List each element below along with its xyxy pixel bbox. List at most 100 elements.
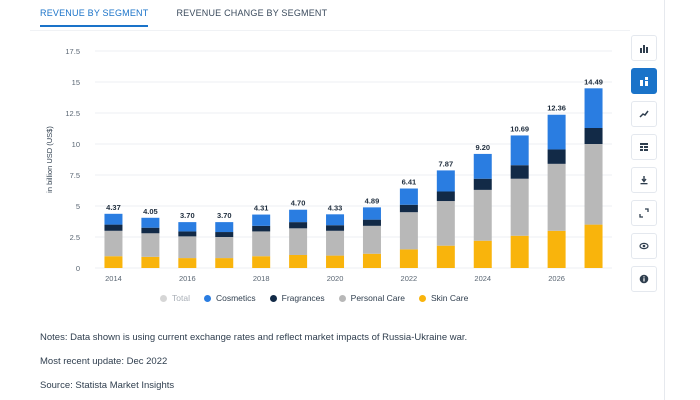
bar-segment (178, 231, 197, 237)
bar-segment (289, 228, 308, 255)
bar-segment (510, 165, 529, 179)
bar-segment (141, 227, 160, 234)
eye-button[interactable] (631, 233, 657, 259)
bar-segment (510, 135, 529, 166)
bar-segment (547, 163, 566, 231)
total-label: 10.69 (510, 124, 529, 133)
y-tick-label: 10 (72, 140, 80, 149)
bar-segment (473, 178, 492, 190)
tab-revenue-by-segment[interactable]: REVENUE BY SEGMENT (40, 8, 149, 27)
total-label: 4.31 (254, 204, 269, 213)
bar-segment (252, 225, 271, 232)
total-label: 4.33 (328, 203, 343, 212)
total-label: 7.87 (439, 159, 454, 168)
bar-segment (178, 222, 197, 232)
y-tick-label: 5 (76, 202, 80, 211)
x-tick-label: 2026 (548, 274, 565, 283)
total-label: 4.70 (291, 199, 306, 208)
chart-toolbar (631, 35, 657, 299)
y-tick-label: 12.5 (65, 109, 80, 118)
table-icon (640, 143, 648, 151)
bar-segment (473, 240, 492, 268)
stacked-bar-button[interactable] (631, 68, 657, 94)
bar-segment (510, 235, 529, 268)
bar-segment (215, 258, 234, 268)
tabs-divider (30, 30, 630, 31)
legend-label-personal-care: Personal Care (350, 293, 405, 303)
bar-segment (399, 204, 418, 213)
bar-segment (252, 214, 271, 226)
legend-item-cosmetics[interactable]: Cosmetics (203, 293, 256, 303)
bar-segment (141, 256, 160, 268)
download-button[interactable] (631, 167, 657, 193)
chart-card: REVENUE BY SEGMENT REVENUE CHANGE BY SEG… (30, 8, 630, 391)
total-label: 9.20 (475, 143, 490, 152)
bar-segment (399, 188, 418, 205)
total-label: 14.49 (584, 77, 603, 86)
bar-segment (215, 222, 234, 233)
bar-segment (362, 219, 381, 226)
bar-segment (510, 178, 529, 236)
bar-segment (362, 253, 381, 268)
bar-segment (178, 258, 197, 268)
line-chart-icon (639, 110, 649, 118)
total-label: 12.36 (547, 104, 566, 113)
total-label: 4.89 (365, 196, 380, 205)
legend-item-fragrances[interactable]: Fragrances (269, 293, 325, 303)
tab-revenue-change-by-segment[interactable]: REVENUE CHANGE BY SEGMENT (176, 8, 328, 18)
bar-segment (399, 249, 418, 268)
x-tick-label: 2016 (179, 274, 196, 283)
x-tick-label: 2018 (253, 274, 270, 283)
bar-segment (104, 213, 123, 225)
bar-segment (215, 237, 234, 259)
y-tick-label: 7.5 (70, 171, 80, 180)
bar-segment (362, 225, 381, 254)
bar-segment (473, 189, 492, 241)
legend-item-total[interactable]: Total (160, 293, 190, 303)
info-button[interactable] (631, 266, 657, 292)
bar-segment (547, 114, 566, 150)
legend-dot-fragrances (269, 294, 277, 302)
legend-dot-cosmetics (203, 294, 211, 302)
legend-dot-skin-care (419, 294, 426, 302)
expand-icon (639, 208, 649, 218)
y-tick-label: 2.5 (70, 233, 80, 242)
notes-text: Notes: Data shown is using current excha… (40, 332, 468, 343)
legend-label-cosmetics: Cosmetics (215, 293, 256, 303)
expand-button[interactable] (631, 200, 657, 226)
total-label: 3.70 (180, 211, 195, 220)
legend-dot-personal-care (338, 294, 346, 302)
info-icon (639, 274, 649, 284)
bar-segment (252, 231, 271, 257)
bar-segment (252, 256, 271, 268)
bar-segment (289, 254, 308, 268)
bar-segment (141, 233, 160, 257)
total-label: 6.41 (402, 178, 417, 187)
bar-segment (215, 232, 234, 237)
bar-segment (436, 191, 455, 202)
bar-segment (362, 207, 381, 220)
total-label: 4.05 (143, 207, 158, 216)
line-chart-button[interactable] (631, 101, 657, 127)
legend-label-total: Total (172, 293, 190, 303)
revenue-chart: in billion USD (US$) 0 2.5 5 7.5 10 12.5 15 17.5… (45, 47, 612, 283)
bar-segment (289, 209, 308, 223)
y-tick-label: 0 (76, 264, 80, 273)
bar-chart-button[interactable] (631, 35, 657, 61)
bar-segment (326, 230, 345, 256)
x-tick-label: 2014 (105, 274, 122, 283)
bar-segment (584, 128, 603, 144)
legend-item-personal-care[interactable]: Personal Care (338, 293, 405, 303)
bar-segment (178, 236, 197, 259)
source-text: Source: Statista Market Insights (40, 380, 175, 391)
bar-segment (584, 88, 603, 129)
bar-chart-icon (640, 45, 648, 53)
bar-segment (326, 255, 345, 268)
bar-segment (104, 230, 123, 257)
table-button[interactable] (631, 134, 657, 160)
total-label: 3.70 (217, 211, 232, 220)
bar-segment (104, 256, 123, 268)
bar-segment (289, 222, 308, 229)
legend-item-skin-care[interactable]: Skin Care (419, 293, 468, 303)
bar-segment (584, 144, 603, 225)
